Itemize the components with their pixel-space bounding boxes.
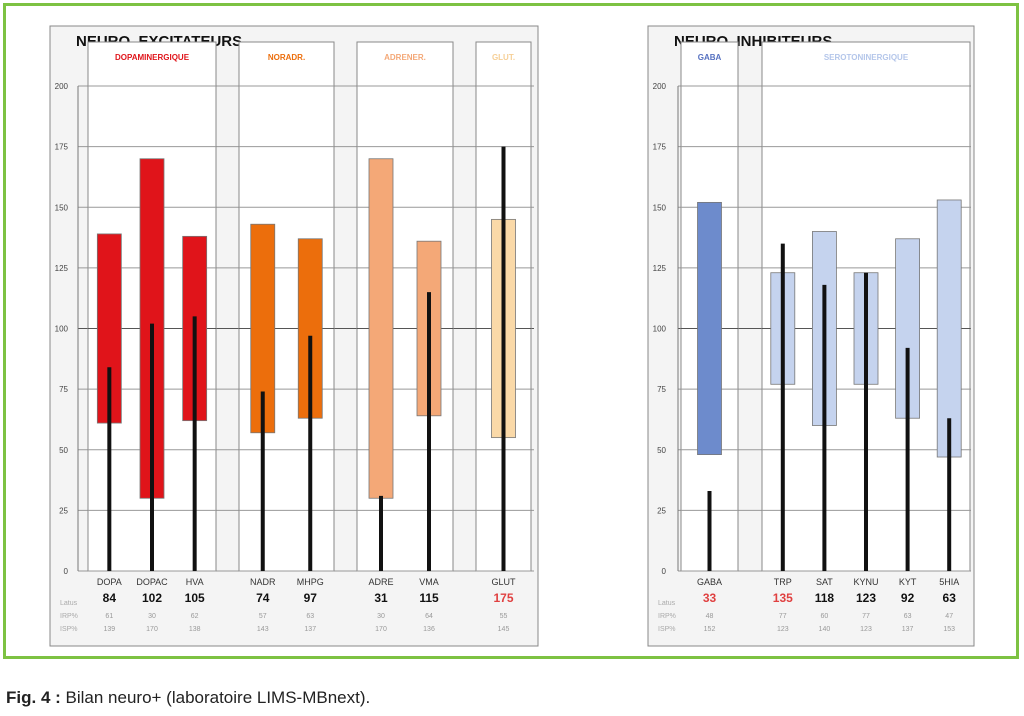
figure-frame: NEURO. EXCITATEURS 025507510012515017520…	[3, 3, 1019, 659]
caption-label: Fig. 4 :	[6, 688, 61, 707]
label-name: KYT	[899, 577, 917, 587]
y-tick-label: 175	[55, 143, 69, 152]
group-label: GABA	[698, 53, 722, 62]
row-label-p_sup: ISP%	[658, 626, 676, 633]
label-p-sup: 137	[902, 626, 914, 633]
y-tick-label: 150	[55, 203, 69, 212]
label-p-sup: 143	[257, 626, 269, 633]
y-tick-label: 125	[55, 264, 69, 273]
group-label: SEROTONINERGIQUE	[824, 53, 909, 62]
label-name: 5HIA	[939, 577, 959, 587]
label-name: DOPA	[97, 577, 122, 587]
row-label-level: Latus	[60, 600, 78, 607]
figure-caption: Fig. 4 : Bilan neuro+ (laboratoire LIMS-…	[6, 688, 370, 708]
label-level: 97	[304, 591, 318, 605]
y-tick-label: 0	[662, 567, 667, 576]
group-label: DOPAMINERGIQUE	[115, 53, 190, 62]
label-p-sup: 138	[189, 626, 201, 633]
label-level: 31	[374, 591, 388, 605]
label-level: 92	[901, 591, 915, 605]
row-label-p_inf: IRP%	[658, 613, 676, 620]
y-tick-label: 200	[55, 82, 69, 91]
label-name: ADRE	[368, 577, 393, 587]
label-p-sup: 153	[943, 626, 955, 633]
label-p-inf: 47	[945, 613, 953, 620]
label-p-inf: 62	[191, 613, 199, 620]
label-level: 105	[185, 591, 205, 605]
label-p-inf: 60	[821, 613, 829, 620]
y-tick-label: 150	[653, 203, 667, 212]
label-level: 175	[493, 591, 513, 605]
y-tick-label: 75	[657, 385, 666, 394]
label-p-sup: 145	[498, 626, 510, 633]
label-p-inf: 61	[105, 613, 113, 620]
label-p-sup: 137	[304, 626, 316, 633]
y-tick-label: 175	[653, 143, 667, 152]
label-name: SAT	[816, 577, 833, 587]
range-bar	[697, 201, 722, 455]
y-tick-label: 50	[657, 446, 666, 455]
label-level: 102	[142, 591, 162, 605]
row-label-level: Latus	[658, 600, 676, 607]
y-tick-label: 50	[59, 446, 68, 455]
label-name: MHPG	[297, 577, 324, 587]
range-bar	[368, 158, 394, 499]
label-p-sup: 123	[860, 626, 872, 633]
label-p-inf: 63	[306, 613, 314, 620]
label-level: 33	[703, 591, 717, 605]
y-tick-label: 100	[653, 325, 667, 334]
label-p-inf: 77	[862, 613, 870, 620]
group-label: NORADR.	[268, 53, 305, 62]
label-level: 118	[815, 591, 835, 605]
y-tick-label: 200	[653, 82, 667, 91]
figure-svg: NEURO. EXCITATEURS 025507510012515017520…	[49, 25, 975, 647]
label-p-inf: 63	[904, 613, 912, 620]
label-name: KYNU	[853, 577, 878, 587]
y-tick-label: 75	[59, 385, 68, 394]
y-tick-label: 100	[55, 325, 69, 334]
label-p-sup: 139	[103, 626, 115, 633]
y-tick-label: 25	[59, 506, 68, 515]
label-level: 115	[419, 591, 439, 605]
range-bar	[936, 199, 962, 458]
y-tick-label: 0	[64, 567, 69, 576]
row-label-p_inf: IRP%	[60, 613, 78, 620]
label-name: GLUT	[491, 577, 516, 587]
label-p-sup: 123	[777, 626, 789, 633]
row-label-p_sup: ISP%	[60, 626, 78, 633]
y-tick-label: 125	[653, 264, 667, 273]
label-p-sup: 170	[375, 626, 387, 633]
panel-inhibiteurs: NEURO. INHIBITEURS 025507510012515017520…	[647, 25, 975, 647]
label-p-sup: 136	[423, 626, 435, 633]
label-level: 74	[256, 591, 270, 605]
label-p-inf: 77	[779, 613, 787, 620]
group-label: ADRENER.	[384, 53, 426, 62]
label-name: GABA	[697, 577, 722, 587]
label-p-inf: 30	[377, 613, 385, 620]
label-p-sup: 152	[704, 626, 716, 633]
y-tick-label: 25	[657, 506, 666, 515]
label-p-inf: 30	[148, 613, 156, 620]
label-name: TRP	[774, 577, 792, 587]
label-p-inf: 55	[500, 613, 508, 620]
label-level: 63	[943, 591, 957, 605]
group-label: GLUT.	[492, 53, 515, 62]
caption-text: Bilan neuro+ (laboratoire LIMS-MBnext).	[65, 688, 371, 707]
label-name: DOPAC	[136, 577, 168, 587]
label-name: VMA	[419, 577, 439, 587]
label-p-inf: 48	[706, 613, 714, 620]
label-p-inf: 57	[259, 613, 267, 620]
label-level: 123	[856, 591, 876, 605]
panel-excitateurs: NEURO. EXCITATEURS 025507510012515017520…	[49, 25, 539, 647]
label-level: 135	[773, 591, 793, 605]
label-name: HVA	[186, 577, 204, 587]
label-p-sup: 170	[146, 626, 158, 633]
label-p-inf: 64	[425, 613, 433, 620]
label-level: 84	[103, 591, 117, 605]
label-p-sup: 140	[819, 626, 831, 633]
label-name: NADR	[250, 577, 276, 587]
